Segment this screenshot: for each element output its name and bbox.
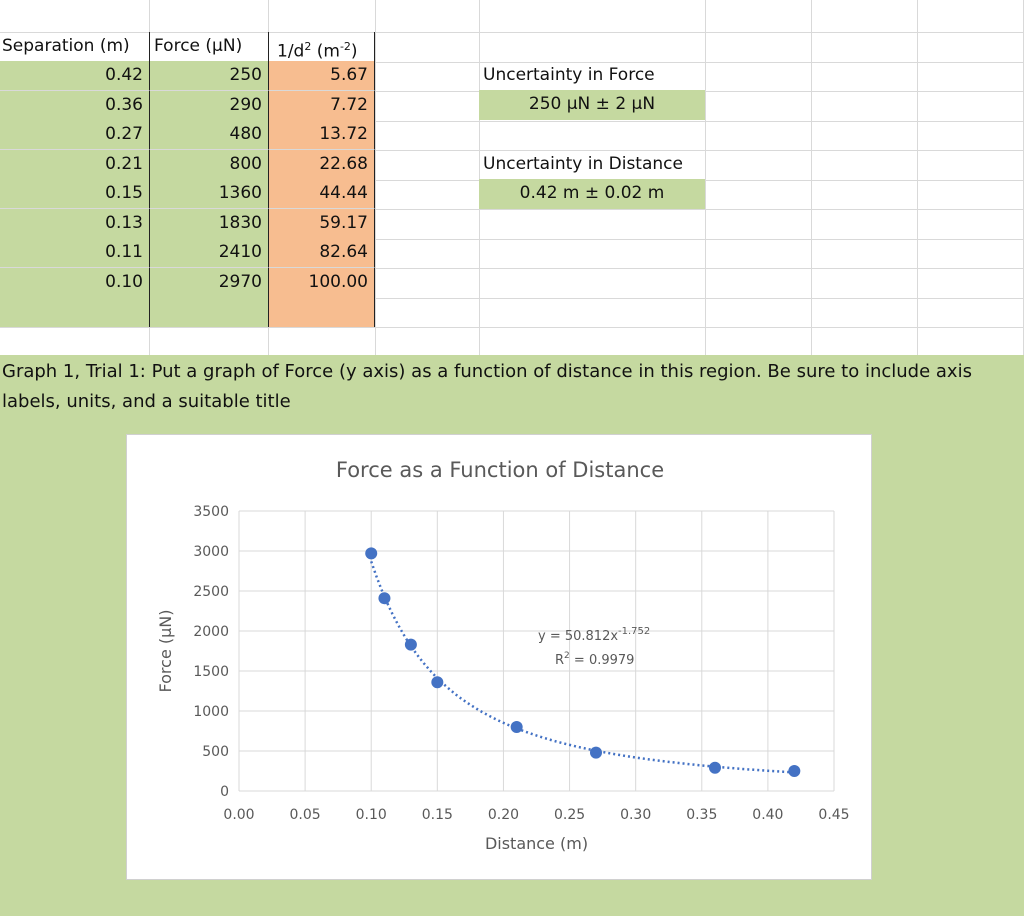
- inverse-square-cell[interactable]: 100.00: [268, 267, 375, 298]
- force-cell[interactable]: 250: [149, 61, 268, 91]
- empty-inverse-square-cell[interactable]: [268, 297, 375, 327]
- inverse-square-cell[interactable]: 22.68: [268, 149, 375, 180]
- separation-cell[interactable]: 0.10: [0, 267, 149, 298]
- y-tick-label: 2500: [193, 584, 229, 600]
- x-tick-label: 0.40: [752, 807, 783, 823]
- force-cell[interactable]: 1830: [149, 208, 268, 239]
- inverse-square-cell[interactable]: 44.44: [268, 179, 375, 209]
- data-point: [709, 761, 721, 774]
- force-cell[interactable]: 1360: [149, 179, 268, 209]
- empty-separation-cell[interactable]: [0, 297, 149, 327]
- data-point: [365, 547, 378, 560]
- x-tick-label: 0.00: [223, 807, 254, 823]
- x-tick-label: 0.15: [422, 807, 453, 823]
- x-tick-label: 0.35: [686, 807, 717, 823]
- header-inverse-square-close: ): [350, 41, 358, 62]
- data-point: [510, 721, 523, 733]
- separation-cell[interactable]: 0.11: [0, 238, 149, 268]
- separation-cell[interactable]: 0.15: [0, 179, 149, 209]
- x-tick-label: 0.20: [488, 807, 519, 823]
- header-inverse-square-base: 1/d: [277, 41, 305, 62]
- trendline-r-squared: R2 = 0.9979: [555, 651, 634, 668]
- data-point: [378, 592, 391, 605]
- header-force[interactable]: Force (µN): [149, 32, 268, 61]
- inverse-square-cell[interactable]: 13.72: [268, 120, 375, 150]
- inverse-square-cell[interactable]: 59.17: [268, 208, 375, 239]
- data-point: [431, 676, 444, 689]
- y-tick-label: 500: [202, 744, 229, 760]
- x-axis-label: Distance (m): [485, 834, 588, 853]
- separation-cell[interactable]: 0.36: [0, 90, 149, 121]
- header-inverse-square[interactable]: 1/d2 (m-2): [268, 32, 375, 62]
- force-cell[interactable]: 2970: [149, 267, 268, 298]
- uncertainty-distance-label[interactable]: Uncertainty in Distance: [483, 154, 683, 174]
- uncertainty-force-value[interactable]: 250 µN ± 2 µN: [479, 90, 705, 120]
- separation-cell[interactable]: 0.27: [0, 120, 149, 150]
- x-tick-label: 0.10: [356, 807, 387, 823]
- y-tick-label: 0: [220, 784, 229, 800]
- x-tick-label: 0.25: [554, 807, 585, 823]
- inverse-square-cell[interactable]: 82.64: [268, 238, 375, 268]
- header-inverse-square-unit-exp: -2: [339, 40, 351, 53]
- x-tick-label: 0.05: [290, 807, 321, 823]
- data-point: [404, 638, 417, 651]
- data-point: [590, 746, 602, 759]
- header-separation[interactable]: Separation (m): [2, 36, 130, 56]
- graph-instructions[interactable]: Graph 1, Trial 1: Put a graph of Force (…: [2, 361, 972, 412]
- chart-plot: 0.00 0.05 0.10 0.15 0.20 0.25 0.30 0.35 0.40 0.45…: [156, 458, 850, 853]
- separation-cell[interactable]: 0.21: [0, 149, 149, 180]
- y-tick-label: 3000: [193, 544, 229, 560]
- data-point: [788, 765, 801, 777]
- y-tick-label: 3500: [193, 504, 229, 520]
- empty-force-cell[interactable]: [149, 297, 268, 327]
- separation-cell[interactable]: 0.42: [0, 61, 149, 91]
- chart-title: Force as a Function of Distance: [336, 458, 664, 482]
- trendline-equation: y = 50.812x-1.752: [538, 626, 650, 644]
- y-tick-label: 1500: [193, 664, 229, 680]
- x-tick-label: 0.30: [620, 807, 651, 823]
- inverse-square-cell[interactable]: 5.67: [268, 61, 375, 91]
- x-tick-label: 0.45: [818, 807, 849, 823]
- header-inverse-square-exp: 2: [304, 40, 312, 53]
- force-cell[interactable]: 290: [149, 90, 268, 121]
- y-tick-label: 1000: [193, 704, 229, 720]
- force-cell[interactable]: 480: [149, 120, 268, 150]
- inverse-square-cell[interactable]: 7.72: [268, 90, 375, 121]
- y-tick-label: 2000: [193, 624, 229, 640]
- separation-cell[interactable]: 0.13: [0, 208, 149, 239]
- header-inverse-square-unit: (m: [311, 41, 340, 62]
- uncertainty-distance-value[interactable]: 0.42 m ± 0.02 m: [479, 179, 705, 209]
- force-cell[interactable]: 2410: [149, 238, 268, 268]
- force-cell[interactable]: 800: [149, 149, 268, 180]
- chart[interactable]: 0.00 0.05 0.10 0.15 0.20 0.25 0.30 0.35 0.40 0.45…: [126, 434, 872, 880]
- y-axis-label: Force (µN): [156, 609, 175, 692]
- uncertainty-force-label[interactable]: Uncertainty in Force: [483, 65, 655, 85]
